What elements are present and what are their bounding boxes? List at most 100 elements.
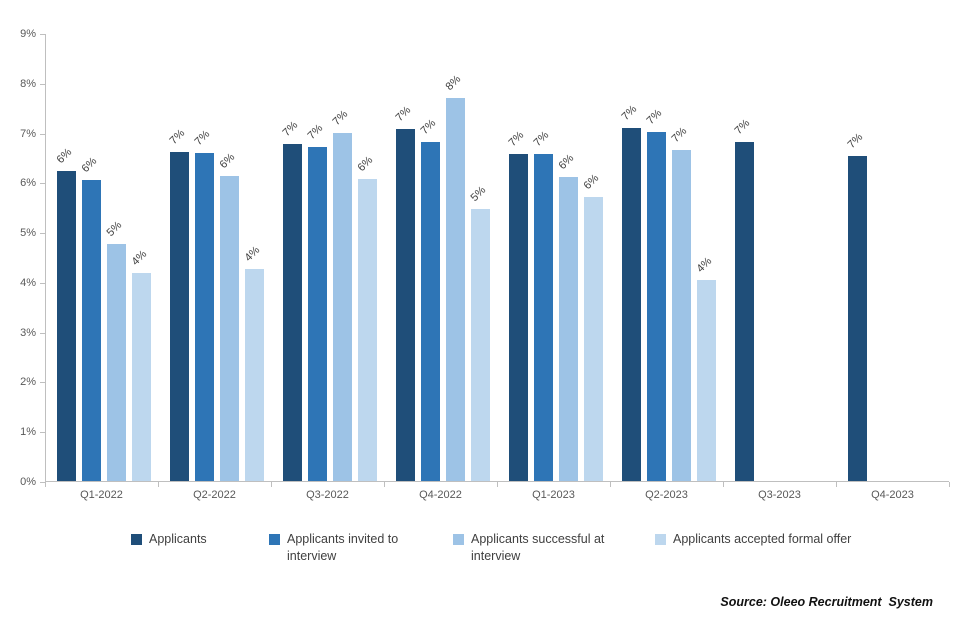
x-axis-tick: [158, 482, 159, 487]
x-axis-tick: [271, 482, 272, 487]
x-axis-category-label: Q1-2022: [80, 489, 123, 501]
legend-swatch: [269, 534, 280, 545]
bar-data-label: 7%: [418, 116, 438, 137]
bar: [672, 150, 691, 481]
x-axis-category-label: Q2-2023: [645, 489, 688, 501]
x-axis-tick: [384, 482, 385, 487]
y-axis-label: 2%: [20, 376, 36, 388]
bar-group: 6% 6% 5% 4%: [46, 34, 159, 481]
bar-data-label: 6%: [217, 151, 237, 171]
bar-data-label: 7%: [305, 121, 325, 142]
bar-data-label: 6%: [355, 154, 375, 175]
bar-data-label: 7%: [644, 107, 664, 128]
legend-swatch: [655, 534, 666, 545]
bar: [421, 141, 440, 481]
x-axis-tick: [45, 482, 46, 487]
y-axis-label: 5%: [20, 227, 36, 239]
x-axis-tick: [497, 482, 498, 487]
x-axis-tick: [723, 482, 724, 487]
plot-area: 6% 6% 5% 4% 7% 7% 6% 4% 7% 7% 7% 6% 7% 7% 8% 5% 7% 7% 6% 6%…: [45, 34, 949, 482]
y-axis-tick: [40, 283, 45, 284]
bar-data-label: 7%: [732, 116, 752, 137]
bar: [647, 132, 666, 481]
y-axis-label: 8%: [20, 78, 36, 90]
legend-item: Applicants invited to interview: [269, 531, 422, 565]
bar: [509, 153, 528, 481]
bar-group: 7% 7% 7% 6%: [272, 34, 385, 481]
y-axis-tick: [40, 482, 45, 483]
legend-label: Applicants accepted formal offer: [673, 532, 852, 546]
bar-data-label: 7%: [531, 128, 551, 149]
bar: [82, 179, 101, 481]
bar: [622, 127, 641, 481]
bar-data-label: 7%: [619, 102, 639, 123]
y-axis-label: 6%: [20, 177, 36, 189]
bar-group: 7%: [724, 34, 837, 481]
bar-data-label: 7%: [192, 127, 212, 148]
legend-label: Applicants invited to interview: [287, 532, 399, 563]
bar: [107, 244, 126, 481]
bar: [333, 132, 352, 481]
y-axis-label: 9%: [20, 28, 36, 40]
x-axis-category-label: Q4-2023: [871, 489, 914, 501]
bar-data-label: 4%: [242, 244, 262, 264]
bar: [471, 208, 490, 481]
bar-data-label: 5%: [468, 183, 488, 204]
legend-item: Applicants successful at interview: [453, 531, 621, 565]
x-axis-category-label: Q3-2023: [758, 489, 801, 501]
bar-group: 7% 7% 6% 4%: [159, 34, 272, 481]
bar-data-label: 7%: [167, 126, 187, 147]
bar-data-label: 5%: [104, 219, 124, 240]
bar-group: 7% 7% 7% 4%: [611, 34, 724, 481]
bar: [848, 156, 867, 481]
bar-data-label: 4%: [694, 255, 714, 276]
bar-data-label: 7%: [506, 128, 526, 149]
source-caption: Source: Oleeo Recruitment System: [720, 595, 933, 609]
legend-label: Applicants: [149, 532, 207, 546]
legend-swatch: [131, 534, 142, 545]
bar: [396, 128, 415, 481]
bar-data-label: 6%: [556, 152, 576, 173]
y-axis-label: 0%: [20, 476, 36, 488]
bar: [170, 151, 189, 481]
legend-swatch: [453, 534, 464, 545]
bar: [132, 272, 151, 481]
bar: [283, 144, 302, 481]
bar: [358, 179, 377, 481]
legend: Applicants Applicants invited to intervie…: [0, 531, 960, 577]
y-axis-tick: [40, 183, 45, 184]
y-axis-label: 1%: [20, 426, 36, 438]
bar: [57, 171, 76, 481]
bar-data-label: 7%: [330, 107, 350, 128]
bar-group: 7%: [837, 34, 950, 481]
bar: [559, 177, 578, 481]
y-axis-tick: [40, 432, 45, 433]
x-axis-tick: [949, 482, 950, 487]
bar-data-label: 7%: [393, 103, 413, 124]
x-axis-category-label: Q2-2022: [193, 489, 236, 501]
bar: [446, 97, 465, 481]
x-axis-category-label: Q4-2022: [419, 489, 462, 501]
bar-data-label: 7%: [669, 125, 689, 145]
bar: [697, 280, 716, 481]
bar: [195, 152, 214, 481]
bar-group: 7% 7% 8% 5%: [385, 34, 498, 481]
bar: [245, 268, 264, 481]
bar-data-label: 8%: [443, 72, 463, 93]
bar-data-label: 7%: [280, 119, 300, 139]
x-axis-category-label: Q3-2022: [306, 489, 349, 501]
legend-label: Applicants successful at interview: [471, 532, 605, 563]
y-axis-label: 7%: [20, 128, 36, 140]
bar-data-label: 6%: [79, 155, 99, 175]
y-axis-label: 4%: [20, 277, 36, 289]
y-axis-tick: [40, 134, 45, 135]
bar: [534, 153, 553, 481]
bar-data-label: 4%: [129, 248, 149, 268]
x-axis-tick: [836, 482, 837, 487]
bar-data-label: 6%: [54, 146, 74, 167]
x-axis-tick: [610, 482, 611, 487]
bar: [735, 141, 754, 481]
bar-data-label: 7%: [845, 131, 865, 152]
x-axis-category-label: Q1-2023: [532, 489, 575, 501]
